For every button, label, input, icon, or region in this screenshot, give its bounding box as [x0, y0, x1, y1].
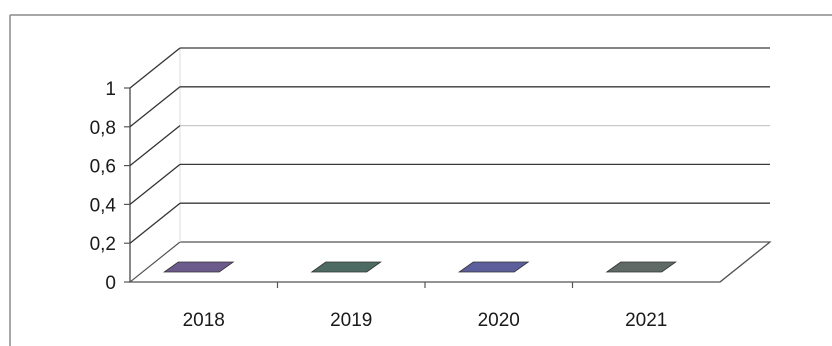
wall-gridline — [129, 125, 181, 167]
chart-border — [9, 14, 832, 346]
x-tick-label: 2020 — [478, 310, 520, 331]
y-tick-label: 0,8 — [90, 118, 116, 139]
y-tick-label: 1 — [105, 79, 116, 100]
floor-right-edge — [719, 241, 771, 283]
y-axis-ticks: 0 0,2 0,4 0,6 0,8 1 — [90, 79, 130, 294]
bar — [310, 261, 382, 273]
y-tick-label: 0,4 — [90, 195, 117, 216]
x-tick-label: 2019 — [330, 310, 372, 331]
bar-top — [458, 261, 530, 273]
wall-gridline — [129, 202, 181, 244]
wall-gridline — [129, 47, 181, 89]
bar — [605, 261, 677, 273]
chart-walls — [128, 48, 772, 283]
bars — [163, 261, 677, 273]
y-tick-label: 0 — [105, 273, 116, 294]
y-tick-label: 0,2 — [90, 234, 116, 255]
x-tick-label: 2021 — [625, 310, 667, 331]
x-axis-ticks: 2018 2019 2020 2021 — [183, 282, 667, 331]
gridlines — [129, 47, 770, 244]
bar-top — [605, 261, 677, 273]
x-tick-label: 2018 — [183, 310, 225, 331]
wall-gridline — [129, 163, 181, 205]
bar — [163, 261, 235, 273]
bar-top — [310, 261, 382, 273]
y-tick-label: 0,6 — [90, 157, 116, 178]
wall-gridline — [129, 86, 181, 128]
bar-top — [163, 261, 235, 273]
bar — [458, 261, 530, 273]
